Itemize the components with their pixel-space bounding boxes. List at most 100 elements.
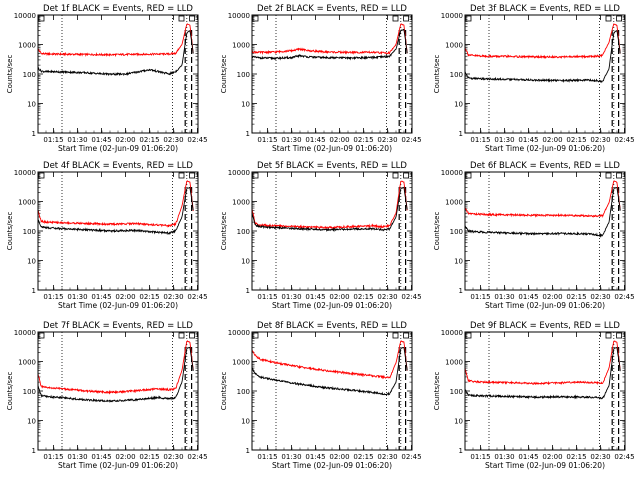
- y-tick-label: 100: [450, 71, 463, 79]
- x-tick-label: 01:15: [470, 136, 490, 144]
- corner-marker: [392, 15, 399, 22]
- panel-title: Det 9f BLACK = Events, RED = LLD: [470, 321, 620, 331]
- panel-title: Det 7f BLACK = Events, RED = LLD: [43, 321, 193, 331]
- x-tick-label: 02:30: [163, 453, 183, 461]
- y-tick-label: 10: [454, 101, 463, 109]
- x-tick-label: 02:15: [566, 136, 586, 144]
- x-tick-label: 02:15: [139, 136, 159, 144]
- x-tick-label: 02:30: [377, 453, 397, 461]
- x-tick-label: 01:15: [43, 136, 63, 144]
- corner-marker: [465, 15, 472, 22]
- x-tick-label: 01:45: [91, 293, 111, 301]
- corner-marker: [605, 15, 612, 22]
- x-tick-label: 01:15: [257, 136, 277, 144]
- series-lld: [37, 23, 194, 58]
- series-lld: [37, 340, 194, 395]
- y-tick-label: 100: [23, 71, 36, 79]
- y-tick-label: 10: [27, 258, 36, 266]
- y-axis-label: Counts/sec: [433, 212, 441, 251]
- y-tick-label: 1: [246, 447, 250, 455]
- corner-marker: [616, 15, 622, 22]
- x-tick-label: 02:45: [187, 136, 207, 144]
- plot-frame: [251, 171, 413, 291]
- x-tick-label: 01:30: [494, 453, 514, 461]
- x-tick-label: 01:45: [91, 136, 111, 144]
- x-tick-label: 01:15: [470, 453, 490, 461]
- x-tick-label: 02:45: [614, 136, 634, 144]
- panel-det-5f: Det 5f BLACK = Events, RED = LLD 1 10 100 10…: [220, 161, 422, 310]
- panel-det-7f: Det 7f BLACK = Events, RED = LLD 1 10 100 10…: [6, 321, 208, 470]
- corner-marker: [252, 172, 259, 179]
- x-tick-label: 02:45: [401, 453, 421, 461]
- series-events: [464, 346, 621, 400]
- corner-marker: [465, 332, 472, 339]
- y-tick-label: 1000: [18, 359, 36, 367]
- x-tick-label: 01:30: [281, 136, 301, 144]
- x-tick-label: 01:45: [91, 453, 111, 461]
- x-axis-label: Start Time (02-Jun-09 01:06:20): [485, 461, 605, 470]
- x-tick-label: 01:45: [518, 293, 538, 301]
- x-tick-label: 02:30: [377, 293, 397, 301]
- panel-title: Det 5f BLACK = Events, RED = LLD: [257, 161, 407, 171]
- y-tick-label: 1000: [232, 42, 250, 50]
- y-tick-label: 100: [237, 388, 250, 396]
- x-tick-label: 02:00: [115, 453, 135, 461]
- y-tick-label: 1000: [232, 199, 250, 207]
- plot-frame: [464, 171, 626, 291]
- y-tick-label: 10000: [228, 12, 250, 20]
- panel-title: Det 3f BLACK = Events, RED = LLD: [470, 4, 620, 14]
- x-tick-label: 02:15: [139, 453, 159, 461]
- panel-title: Det 8f BLACK = Events, RED = LLD: [257, 321, 407, 331]
- corner-marker: [189, 332, 196, 339]
- y-tick-label: 10: [241, 418, 250, 426]
- x-tick-label: 01:30: [67, 453, 87, 461]
- plot-frame: [251, 331, 413, 451]
- series-events: [464, 29, 621, 84]
- y-tick-label: 10: [241, 101, 250, 109]
- corner-marker: [38, 15, 45, 22]
- y-tick-label: 1: [32, 287, 36, 295]
- x-tick-label: 01:15: [470, 293, 490, 301]
- x-tick-label: 01:30: [67, 136, 87, 144]
- x-tick-label: 01:30: [494, 293, 514, 301]
- y-tick-label: 1: [459, 287, 463, 295]
- x-tick-label: 01:30: [281, 293, 301, 301]
- x-tick-label: 02:30: [163, 293, 183, 301]
- y-tick-label: 10: [27, 418, 36, 426]
- y-tick-label: 10: [454, 258, 463, 266]
- y-axis-label: Counts/sec: [433, 372, 441, 411]
- series-lld: [464, 340, 621, 386]
- y-tick-label: 10: [241, 258, 250, 266]
- series-events: [251, 186, 408, 233]
- panel-det-3f: Det 3f BLACK = Events, RED = LLD 1 10 100 10…: [433, 4, 635, 153]
- corner-marker: [252, 15, 259, 22]
- y-axis-label: Counts/sec: [6, 55, 14, 94]
- y-tick-label: 10000: [14, 12, 36, 20]
- x-tick-label: 02:15: [139, 293, 159, 301]
- series-lld: [251, 180, 408, 230]
- plot-frame: [251, 14, 413, 134]
- series-events: [464, 187, 621, 238]
- x-tick-label: 01:30: [281, 453, 301, 461]
- corner-marker: [605, 332, 612, 339]
- y-tick-label: 1: [32, 447, 36, 455]
- corner-marker: [38, 332, 45, 339]
- corner-marker: [403, 172, 410, 179]
- y-tick-label: 10000: [441, 329, 463, 337]
- x-tick-label: 02:15: [566, 293, 586, 301]
- y-tick-label: 1: [459, 447, 463, 455]
- y-tick-label: 1000: [232, 359, 250, 367]
- x-axis-label: Start Time (02-Jun-09 01:06:20): [58, 461, 178, 470]
- y-axis-label: Counts/sec: [433, 55, 441, 94]
- y-axis-label: Counts/sec: [220, 55, 228, 94]
- series-lld: [251, 23, 408, 55]
- series-events: [37, 187, 194, 236]
- x-tick-label: 01:45: [518, 136, 538, 144]
- x-axis-label: Start Time (02-Jun-09 01:06:20): [58, 144, 178, 153]
- corner-marker: [392, 172, 399, 179]
- series-lld: [464, 180, 621, 219]
- corner-marker: [403, 332, 410, 339]
- x-tick-label: 01:15: [257, 293, 277, 301]
- x-tick-label: 01:15: [43, 293, 63, 301]
- x-axis-label: Start Time (02-Jun-09 01:06:20): [485, 144, 605, 153]
